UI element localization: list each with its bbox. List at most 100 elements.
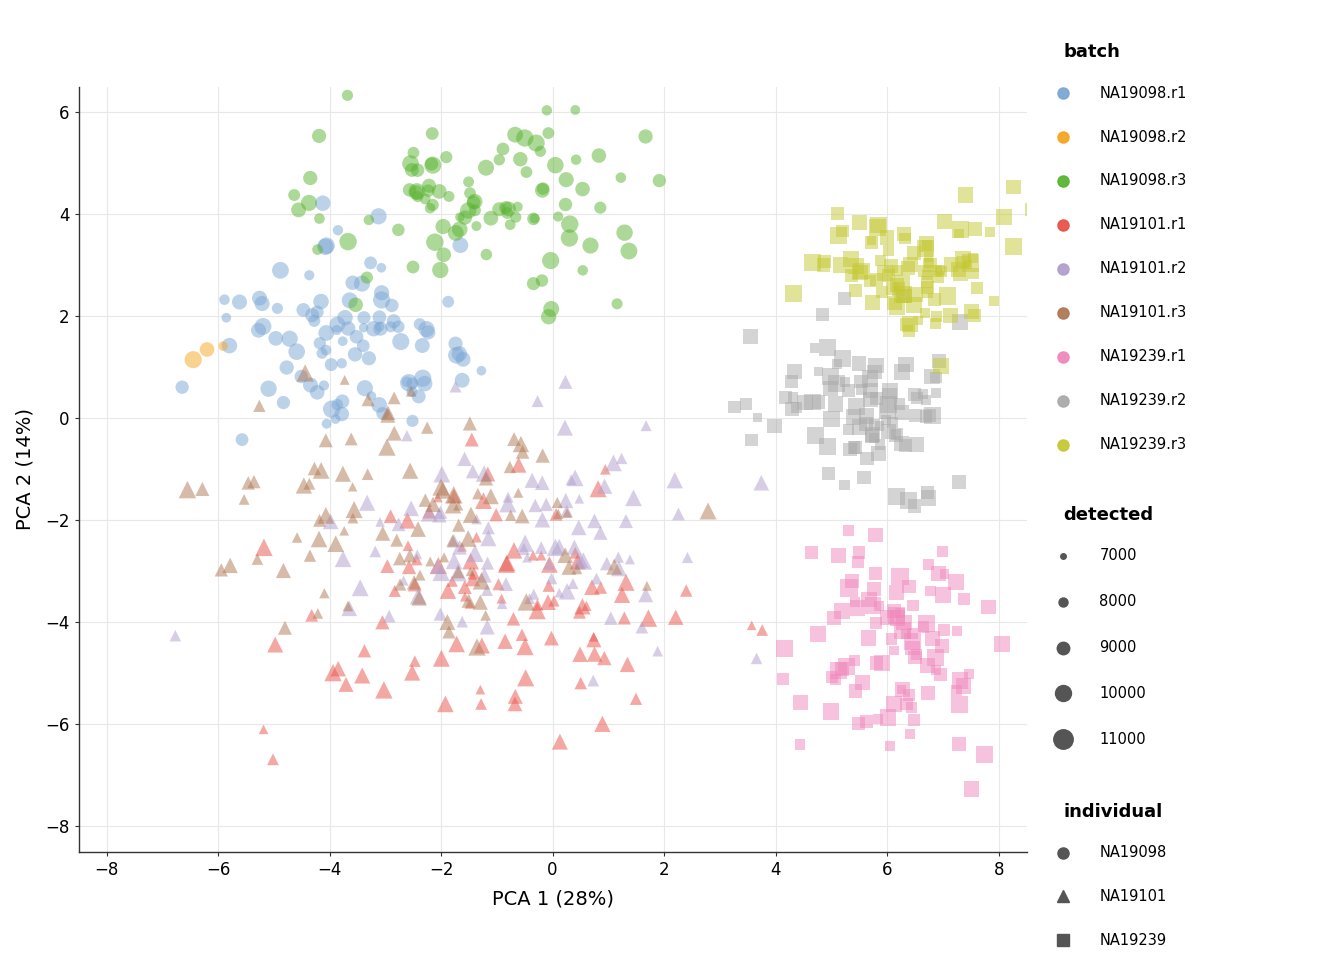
Point bbox=[583, 514, 605, 529]
Point bbox=[513, 131, 535, 146]
Point bbox=[418, 178, 439, 193]
Point bbox=[452, 540, 473, 555]
Point bbox=[464, 203, 485, 218]
Point bbox=[293, 302, 314, 318]
Point bbox=[454, 210, 476, 226]
Point bbox=[414, 376, 435, 392]
Point bbox=[894, 227, 915, 242]
Point bbox=[309, 335, 331, 350]
Point bbox=[579, 238, 601, 253]
Point bbox=[370, 321, 391, 336]
Point bbox=[915, 393, 937, 408]
Point bbox=[470, 696, 492, 711]
Point bbox=[845, 440, 867, 455]
Point bbox=[316, 325, 337, 341]
Point bbox=[599, 611, 621, 626]
Point bbox=[817, 340, 839, 355]
Point bbox=[402, 665, 423, 681]
Point bbox=[243, 474, 265, 490]
Point bbox=[849, 265, 871, 280]
Point bbox=[899, 256, 921, 272]
Point bbox=[449, 540, 470, 555]
Point bbox=[442, 497, 464, 513]
Point bbox=[915, 615, 937, 631]
Point bbox=[418, 506, 439, 521]
Point bbox=[891, 364, 913, 379]
Point bbox=[300, 170, 321, 185]
Point bbox=[313, 586, 335, 601]
Point bbox=[496, 205, 517, 221]
Point bbox=[512, 509, 534, 524]
Point bbox=[304, 461, 325, 476]
Point bbox=[399, 182, 421, 198]
Point bbox=[360, 388, 382, 403]
Point bbox=[368, 208, 390, 224]
Point bbox=[905, 498, 926, 514]
Point bbox=[301, 307, 323, 323]
Point bbox=[866, 527, 887, 542]
Point bbox=[902, 634, 923, 649]
Point bbox=[251, 296, 273, 311]
Text: individual: individual bbox=[1063, 803, 1163, 821]
Point bbox=[335, 310, 356, 325]
Point bbox=[949, 673, 970, 688]
Point bbox=[368, 397, 390, 413]
Point bbox=[954, 187, 976, 203]
Point bbox=[325, 536, 347, 551]
Point bbox=[531, 273, 552, 288]
Point bbox=[469, 594, 491, 610]
Point bbox=[554, 420, 575, 435]
Point bbox=[422, 157, 444, 173]
Point bbox=[892, 682, 914, 697]
Point bbox=[863, 582, 884, 597]
Point bbox=[594, 478, 616, 493]
Point bbox=[594, 650, 616, 665]
Point bbox=[892, 623, 914, 638]
Point bbox=[476, 470, 497, 486]
Point bbox=[516, 164, 538, 180]
Point bbox=[863, 430, 884, 445]
Point bbox=[892, 289, 914, 304]
Point bbox=[402, 375, 423, 391]
Point bbox=[570, 676, 591, 691]
Point bbox=[612, 588, 633, 603]
Point bbox=[339, 601, 360, 616]
Point bbox=[406, 546, 427, 562]
Point bbox=[617, 657, 638, 672]
Point bbox=[309, 211, 331, 227]
Point bbox=[802, 395, 824, 410]
Text: NA19098.r2: NA19098.r2 bbox=[1099, 130, 1187, 145]
Point bbox=[978, 599, 1000, 614]
Point bbox=[866, 391, 887, 406]
Point bbox=[917, 268, 938, 283]
Point bbox=[781, 401, 802, 417]
Point bbox=[427, 490, 449, 505]
Point bbox=[665, 610, 687, 625]
Point bbox=[933, 588, 954, 603]
Point bbox=[417, 420, 438, 435]
Point bbox=[452, 372, 473, 388]
Point bbox=[511, 627, 532, 642]
Point bbox=[454, 579, 476, 594]
Point bbox=[837, 383, 859, 398]
Point bbox=[413, 371, 434, 386]
Point bbox=[945, 574, 966, 589]
Text: NA19101.r1: NA19101.r1 bbox=[1099, 217, 1187, 232]
Point bbox=[875, 413, 896, 428]
Point bbox=[368, 309, 390, 324]
Point bbox=[332, 333, 353, 348]
Point bbox=[422, 496, 444, 512]
Point bbox=[488, 202, 509, 217]
Point bbox=[446, 348, 468, 363]
Point bbox=[571, 599, 593, 614]
Point bbox=[555, 172, 577, 187]
Point bbox=[890, 605, 911, 620]
Point bbox=[952, 251, 973, 266]
Point bbox=[882, 281, 903, 297]
Point bbox=[898, 687, 919, 703]
Point bbox=[821, 411, 843, 426]
Point bbox=[492, 141, 513, 156]
Point bbox=[312, 196, 333, 211]
Point bbox=[273, 563, 294, 578]
Point bbox=[828, 547, 849, 563]
